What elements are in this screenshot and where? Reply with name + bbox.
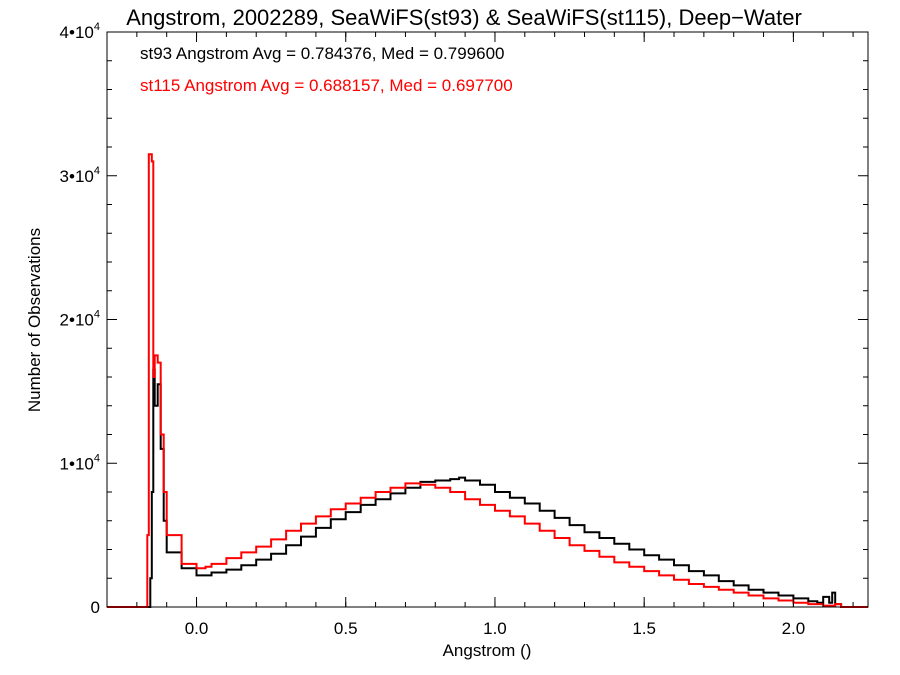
y-tick-exponent: 4 [94,21,100,33]
x-tick-label: 1.0 [483,619,507,638]
y-tick-base: 3•10 [60,167,94,186]
x-tick-label: 0.5 [334,619,358,638]
x-tick-label: 0.0 [185,619,209,638]
y-tick-exponent: 4 [94,165,100,177]
series-line-1 [107,153,868,608]
chart-title: Angstrom, 2002289, SeaWiFS(st93) & SeaWi… [126,5,802,30]
y-tick-exponent: 4 [94,452,100,464]
y-tick-label: 4•104 [60,21,100,42]
plot-frame [106,31,869,608]
x-tick-label: 2.0 [782,619,806,638]
y-tick-label: 0 [91,598,100,617]
x-axis-label: Angstrom () [443,641,532,660]
y-tick-label: 3•104 [60,165,100,186]
y-tick-base: 1•10 [60,454,94,473]
x-tick-label: 1.5 [632,619,656,638]
series-line-0 [107,368,868,608]
annotation-0: st93 Angstrom Avg = 0.784376, Med = 0.79… [140,44,505,63]
annotation-group: st93 Angstrom Avg = 0.784376, Med = 0.79… [140,44,513,95]
y-axis-label: Number of Observations [25,228,44,412]
y-tick-base: 4•10 [60,23,94,42]
annotation-1: st115 Angstrom Avg = 0.688157, Med = 0.6… [140,76,513,95]
y-tick-exponent: 4 [94,309,100,321]
y-tick-label: 2•104 [60,309,100,330]
series-group [107,153,868,608]
y-tick-base: 0 [91,598,100,617]
y-tick-base: 2•10 [60,311,94,330]
y-tick-label: 1•104 [60,452,100,473]
x-axis: 0.0 0.5 1.0 1.5 2.0 [106,32,854,638]
